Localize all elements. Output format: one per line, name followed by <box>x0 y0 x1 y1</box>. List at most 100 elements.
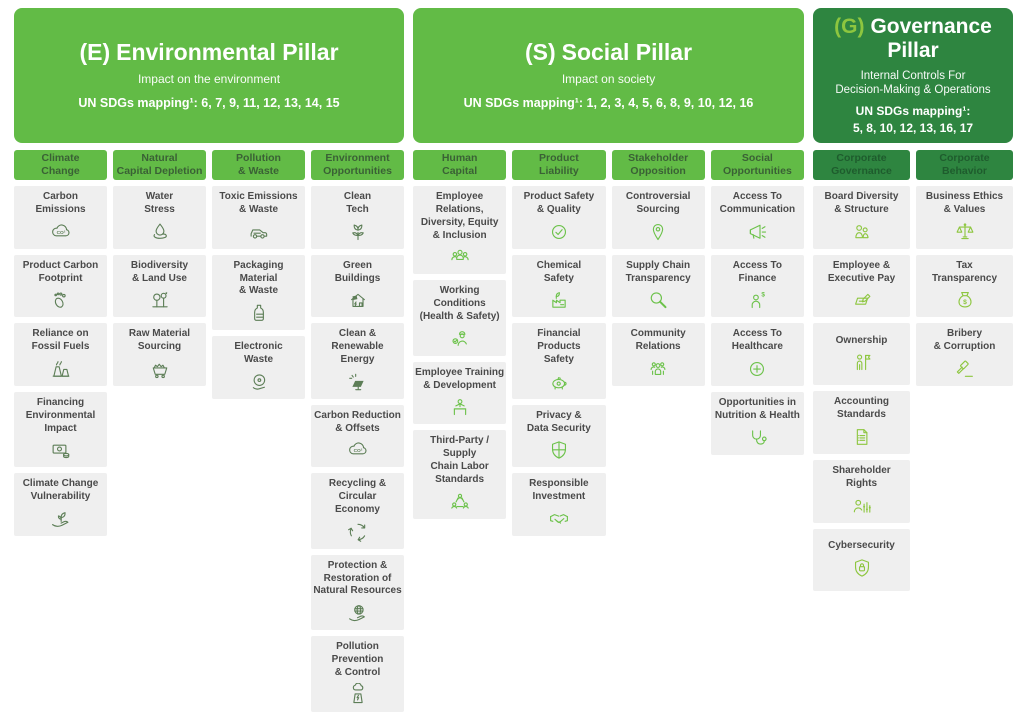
topic-card-label: Product Carbon Footprint <box>22 259 99 284</box>
column-climate-change: Climate Change Carbon Emissions CO² Product… <box>14 150 107 537</box>
topic-card-label: Employee Relations, Diversity, Equity & … <box>420 191 499 241</box>
gavel-icon <box>953 357 977 381</box>
pillar-prefix: (G) <box>834 15 865 39</box>
topic-card-product-safety-quality: Product Safety & Quality <box>512 186 606 249</box>
topic-card-label: Electronic Waste <box>234 341 283 366</box>
column-pollution-waste: Pollution & Waste Toxic Emissions & Waste… <box>212 150 305 399</box>
factory-leaf-icon <box>547 288 571 312</box>
hand-globe-icon <box>346 601 370 625</box>
social-columns: Human Capital Employee Relations, Diversi… <box>413 150 804 537</box>
topic-card-label: Shareholder Rights <box>832 465 891 489</box>
topic-card-bribery-corruption: Bribery & Corruption <box>916 323 1013 387</box>
column-natural-capital-depletion: Natural Capital Depletion Water Stress Bio… <box>113 150 206 387</box>
topic-card-ownership: Ownership <box>813 323 910 386</box>
map-pin-icon <box>646 220 670 244</box>
topic-card-chemical-safety: Chemical Safety <box>512 254 606 318</box>
topic-card-controversial-sourcing: Controversial Sourcing <box>611 186 705 249</box>
megaphone-icon <box>745 220 769 244</box>
training-icon <box>448 395 472 419</box>
scales-icon <box>953 220 977 244</box>
topic-card-water-stress: Water Stress <box>113 186 206 249</box>
environmental-sdg-mapping: UN SDGs mapping¹: 6, 7, 9, 11, 12, 13, 1… <box>78 95 340 110</box>
bottle-icon <box>247 301 271 325</box>
column-stakeholder-opposition: Stakeholder Opposition Controversial Sour… <box>611 150 705 387</box>
plus-circle-icon <box>745 357 769 381</box>
topic-card-label: Employee & Executive Pay <box>827 259 896 284</box>
column-corporate-behavior: Corporate Behavior Business Ethics & Valu… <box>916 150 1013 387</box>
topic-card-clean-tech: Clean Tech <box>311 186 404 249</box>
topic-card-shareholder-rights: Shareholder Rights <box>813 460 910 523</box>
topic-card-responsible-investment: Responsible Investment <box>512 473 606 537</box>
topic-card-label: Packaging Material & Waste <box>233 259 284 297</box>
topic-card-label: Product Safety & Quality <box>523 191 595 216</box>
pillar-social: (S) Social Pillar Impact on society UN SD… <box>413 8 804 537</box>
topic-card-label: Access To Healthcare <box>731 328 783 353</box>
topic-card-label: Supply Chain Transparency <box>625 259 691 284</box>
topic-card-label: Clean & Renewable Energy <box>331 328 384 366</box>
topic-card-label: Access To Finance <box>732 259 783 284</box>
mine-cart-icon <box>148 357 172 381</box>
topic-card-employee-executive-pay: Employee & Executive Pay <box>813 254 910 318</box>
environmental-columns: Climate Change Carbon Emissions CO² Product… <box>14 150 404 712</box>
handshake-icon <box>547 507 571 531</box>
piggy-bank-icon <box>547 370 571 394</box>
topic-card-label: Employee Training & Development <box>415 366 505 391</box>
co2-cloud-icon: CO² <box>346 438 370 462</box>
recycle-icon <box>346 520 370 544</box>
money-bag-icon: $ <box>953 288 977 312</box>
person-dollar-icon: $ <box>745 288 769 312</box>
topic-card-business-ethics-values: Business Ethics & Values <box>916 186 1013 249</box>
topic-card-label: Recycling & Circular Economy <box>328 478 387 516</box>
hand-sprout-icon <box>49 507 73 531</box>
topic-card-label: Tax Transparency <box>931 259 998 284</box>
topic-card-label: Community Relations <box>630 328 686 353</box>
topic-card-label: Controversial Sourcing <box>625 191 691 216</box>
plant-icon <box>346 220 370 244</box>
column-environment-opportunities: Environment Opportunities Clean Tech Green… <box>311 150 404 712</box>
check-circle-icon <box>547 220 571 244</box>
topic-card-biodiversity-land-use: Biodiversity & Land Use <box>113 254 206 318</box>
banknote-icon <box>49 438 73 462</box>
column-header-climate-change: Climate Change <box>14 150 107 181</box>
topic-card-carbon-emissions: Carbon Emissions CO² <box>14 186 107 249</box>
column-header-corporate-behavior: Corporate Behavior <box>916 150 1013 181</box>
topic-card-label: Carbon Reduction & Offsets <box>314 409 401 434</box>
topic-card-community-relations: Community Relations <box>611 323 705 387</box>
topic-card-protection-restoration-of-natural-resources: Protection & Restoration of Natural Reso… <box>311 554 404 631</box>
column-header-corporate-governance: Corporate Governance <box>813 150 910 181</box>
disc-hand-icon <box>247 370 271 394</box>
topic-card-privacy-data-security: Privacy & Data Security <box>512 404 606 468</box>
topic-card-label: Accounting Standards <box>834 396 889 421</box>
column-header-environment-opportunities: Environment Opportunities <box>311 150 404 181</box>
person-sliders-icon <box>850 494 874 518</box>
pillar-title-text: Governance Pillar <box>870 15 992 63</box>
topic-card-green-buildings: Green Buildings <box>311 254 404 318</box>
topic-card-label: Pollution Prevention & Control <box>331 641 384 678</box>
column-social-opportunities: Social Opportunities Access To Communicat… <box>710 150 804 455</box>
stethoscope-icon <box>745 426 769 450</box>
topic-card-label: Access To Communication <box>719 191 796 216</box>
topic-card-financial-products-safety: Financial Products Safety <box>512 323 606 399</box>
factory-cloud-icon <box>346 682 370 707</box>
trees-icon <box>148 288 172 312</box>
social-pillar-header: (S) Social Pillar Impact on society UN SD… <box>413 8 804 143</box>
car-icon <box>247 220 271 244</box>
governance-sdg-mapping: UN SDGs mapping¹: 5, 8, 10, 12, 13, 16, … <box>852 104 974 135</box>
pillar-prefix: (S) <box>524 38 556 65</box>
column-header-stakeholder-opposition: Stakeholder Opposition <box>611 150 705 181</box>
social-sdg-mapping: UN SDGs mapping¹: 1, 2, 3, 4, 5, 6, 8, 9… <box>463 95 754 110</box>
column-human-capital: Human Capital Employee Relations, Diversi… <box>413 150 507 519</box>
magnifier-icon <box>646 288 670 312</box>
topic-card-product-carbon-footprint: Product Carbon Footprint <box>14 254 107 318</box>
governance-pillar-header: (G) Governance Pillar Internal Controls F… <box>813 8 1013 143</box>
topic-card-label: Clean Tech <box>343 191 372 216</box>
topic-card-label: Cybersecurity <box>828 539 895 551</box>
topic-card-access-to-finance: Access To Finance $ <box>710 254 804 318</box>
topic-card-employee-training-development: Employee Training & Development <box>413 361 507 425</box>
svg-text:$: $ <box>963 300 967 307</box>
co2-cloud-icon: CO² <box>49 220 73 244</box>
svg-text:CO²: CO² <box>56 230 65 236</box>
topic-card-label: Reliance on Fossil Fuels <box>31 328 90 353</box>
governance-pillar-subtitle: Internal Controls For Decision-Making & … <box>835 69 991 97</box>
topic-card-third-party-supply-chain-labor-standards: Third-Party / Supply Chain Labor Standar… <box>413 430 507 519</box>
